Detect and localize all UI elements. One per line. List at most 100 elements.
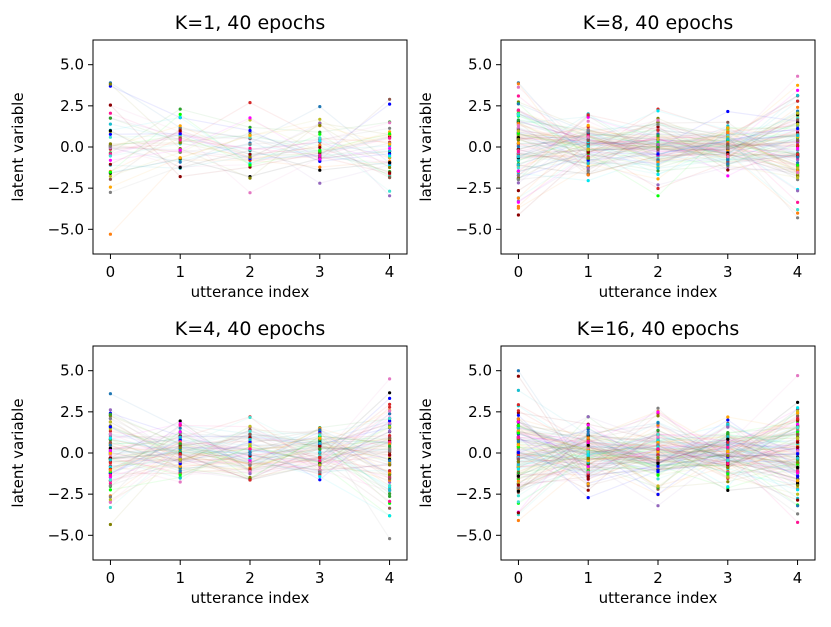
- y-tick-label: −2.5: [456, 485, 492, 503]
- data-point: [656, 414, 660, 418]
- data-point: [318, 455, 322, 460]
- data-point: [108, 500, 112, 504]
- data-point: [796, 460, 800, 464]
- data-point: [248, 475, 252, 480]
- data-point: [586, 123, 590, 127]
- x-tick-label: 1: [583, 569, 593, 587]
- data-point: [108, 505, 112, 510]
- data-point: [318, 105, 322, 109]
- data-point: [796, 512, 800, 516]
- data-point: [656, 461, 660, 465]
- data-point: [388, 189, 392, 193]
- data-point: [388, 419, 392, 423]
- data-point: [516, 450, 521, 455]
- data-point: [796, 166, 800, 170]
- y-axis-label: latent variable: [9, 398, 27, 507]
- data-point: [726, 432, 730, 437]
- data-point: [656, 443, 660, 447]
- data-point: [516, 129, 521, 133]
- data-point: [586, 475, 590, 479]
- data-point: [516, 467, 521, 471]
- data-point: [516, 494, 521, 498]
- data-point: [108, 425, 112, 429]
- data-point: [796, 411, 800, 415]
- data-point: [796, 492, 800, 496]
- data-point: [178, 107, 182, 111]
- data-point: [726, 480, 730, 484]
- data-point: [516, 439, 521, 444]
- data-point: [108, 408, 112, 412]
- data-point: [248, 163, 252, 167]
- data-point: [178, 442, 182, 446]
- data-point: [796, 133, 800, 138]
- data-point: [516, 166, 521, 170]
- data-point: [108, 495, 112, 499]
- data-point: [656, 142, 660, 146]
- data-point: [318, 123, 322, 127]
- data-point: [516, 474, 521, 478]
- x-tick-label: 4: [385, 569, 395, 587]
- data-point: [388, 132, 392, 136]
- subplot-title: K=4, 40 epochs: [175, 318, 326, 340]
- data-point: [586, 452, 590, 456]
- data-point: [178, 430, 182, 434]
- data-point: [248, 459, 252, 463]
- data-point: [248, 472, 252, 476]
- data-point: [586, 496, 590, 500]
- y-tick-label: 5.0: [468, 362, 492, 380]
- subplot-4: 0 1 2 3 4 5.0 2.5 0.0 −2.5 −5.0 K=16, 40 epochs utt…: [417, 318, 816, 607]
- data-point: [586, 113, 590, 117]
- data-point: [726, 126, 730, 130]
- data-point: [318, 450, 322, 454]
- data-point: [516, 149, 521, 154]
- data-point: [516, 409, 521, 413]
- data-point: [318, 168, 322, 172]
- x-tick-label: 3: [723, 569, 733, 587]
- data-point: [388, 488, 392, 492]
- data-point: [656, 172, 660, 177]
- data-point: [796, 414, 800, 418]
- data-point: [248, 429, 252, 433]
- data-point: [108, 185, 112, 189]
- data-point: [388, 136, 392, 140]
- data-point: [516, 388, 521, 392]
- x-axis-label: utterance index: [599, 283, 718, 301]
- data-point: [656, 122, 660, 127]
- data-point: [656, 428, 660, 432]
- data-point: [108, 498, 112, 502]
- data-point: [318, 165, 322, 169]
- y-tick-label: 5.0: [60, 56, 84, 74]
- data-point: [516, 169, 521, 173]
- data-point: [726, 415, 730, 419]
- data-point: [388, 436, 392, 440]
- x-axis-label: utterance index: [191, 589, 310, 607]
- data-point: [108, 142, 112, 146]
- data-point: [586, 170, 590, 174]
- data-point: [388, 492, 392, 496]
- data-point: [656, 137, 660, 141]
- data-point: [108, 129, 112, 133]
- data-point: [656, 160, 660, 164]
- data-point: [388, 484, 392, 488]
- trace-points: [108, 81, 392, 236]
- data-point: [248, 142, 252, 146]
- data-point: [726, 158, 730, 162]
- data-point: [726, 109, 730, 114]
- data-point: [516, 200, 521, 204]
- data-point: [388, 444, 392, 448]
- data-point: [388, 146, 392, 150]
- data-point: [178, 138, 182, 142]
- data-point: [796, 488, 800, 492]
- data-point: [516, 189, 521, 193]
- data-point: [656, 453, 660, 457]
- data-point: [656, 440, 660, 444]
- data-point: [178, 452, 182, 456]
- data-point: [388, 171, 392, 175]
- data-point: [248, 176, 252, 180]
- data-point: [516, 423, 521, 428]
- data-point: [108, 135, 112, 139]
- data-point: [796, 83, 800, 87]
- data-point: [178, 423, 182, 427]
- data-point: [586, 145, 590, 149]
- data-point: [388, 416, 392, 420]
